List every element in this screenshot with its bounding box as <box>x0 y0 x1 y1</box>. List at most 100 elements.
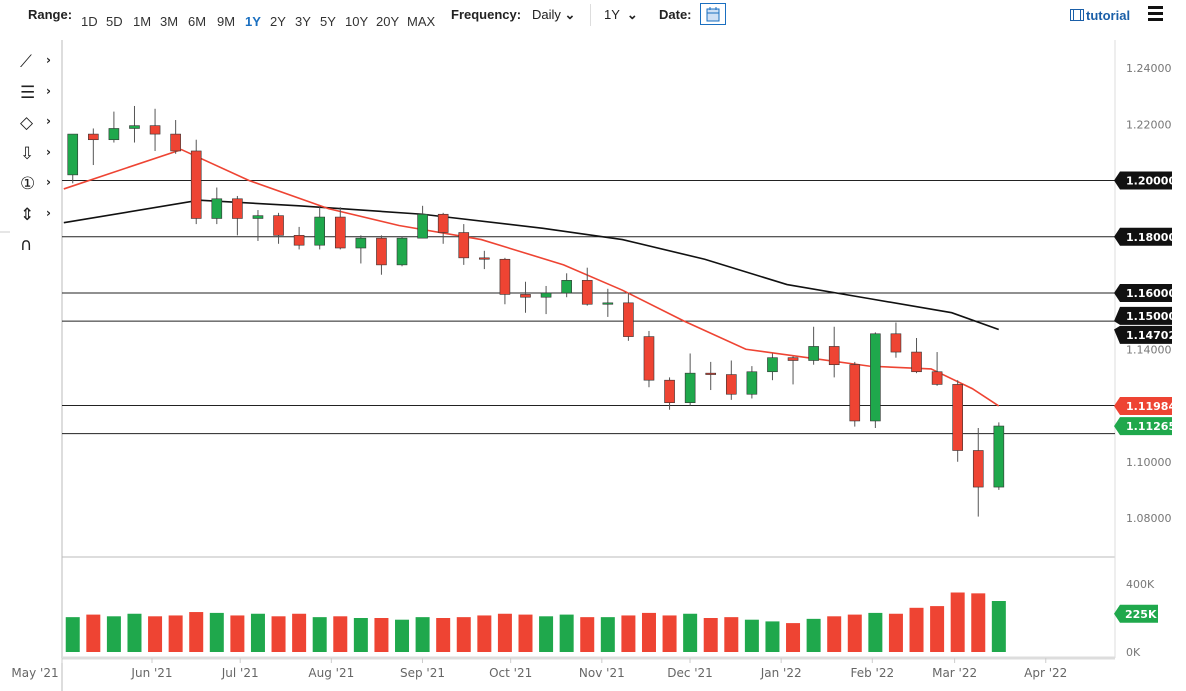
numbered-annotation-tool[interactable]: ① › <box>20 174 56 196</box>
volume-bar <box>703 618 718 652</box>
volume-bar <box>292 613 307 652</box>
y-tick-label: 1.10000 <box>1126 456 1172 469</box>
volume-bar <box>250 613 265 652</box>
y-tick-label: 1.24000 <box>1126 62 1172 75</box>
period-dropdown[interactable]: 1Y ⌄ <box>604 7 638 23</box>
measure-icon: ⇕ <box>20 204 35 225</box>
volume-bar <box>456 617 471 652</box>
range-1d[interactable]: 1D <box>81 14 98 29</box>
x-tick-label: Mar '22 <box>932 666 977 680</box>
chevron-down-icon: ⌄ <box>626 7 638 22</box>
candle-body <box>664 379 675 403</box>
frequency-dropdown[interactable]: Daily ⌄ <box>532 7 575 23</box>
price-label: 1.11984 <box>1126 400 1176 413</box>
candle-body <box>561 280 572 294</box>
volume-bar <box>271 616 286 652</box>
candle-body <box>211 198 223 219</box>
candle-body <box>190 150 202 219</box>
x-tick-label: Oct '21 <box>489 666 532 680</box>
candle-body <box>993 425 1005 488</box>
measure-tool[interactable]: ⇕ › <box>20 205 56 227</box>
candle-body <box>355 237 367 249</box>
price-label-box <box>1114 325 1172 344</box>
x-tick-label: Jun '21 <box>130 666 172 680</box>
price-label-box <box>1114 171 1172 190</box>
range-3y[interactable]: 3Y <box>295 14 311 29</box>
range-6m[interactable]: 6M <box>188 14 207 29</box>
price-label: 1.15000 <box>1126 310 1176 323</box>
volume-bar <box>765 621 780 652</box>
candle-body <box>437 213 449 233</box>
volume-bar <box>621 615 636 652</box>
y-tick-label: 1.22000 <box>1126 118 1172 131</box>
chevron-down-icon: ⌄ <box>564 7 576 22</box>
candle-body <box>520 294 531 298</box>
arrow-down-tool[interactable]: ⇩ › <box>20 144 56 166</box>
range-3m[interactable]: 3M <box>160 14 179 29</box>
y-tick-label: 1.14000 <box>1126 343 1172 356</box>
trendline-tool[interactable]: ⟋ › <box>20 52 56 74</box>
menu-button[interactable] <box>1148 6 1163 24</box>
candle-body <box>376 237 387 266</box>
volume-bar <box>395 619 410 652</box>
candle-body <box>890 333 902 353</box>
range-1m[interactable]: 1M <box>133 14 152 29</box>
candle-body <box>643 336 655 381</box>
chevron-right-icon: › <box>46 205 51 220</box>
price-label: 1.20000 <box>1126 175 1176 188</box>
fibonacci-tool[interactable]: ☰ › <box>20 83 56 105</box>
frequency-value: Daily <box>532 7 561 22</box>
candle-body <box>417 213 428 239</box>
x-tick-label: Sep '21 <box>400 666 445 680</box>
moving-average-short-line <box>63 148 1000 407</box>
volume-bar <box>539 616 554 652</box>
magnet-tool[interactable]: ∩ <box>20 235 56 257</box>
volume-bar <box>930 606 945 652</box>
candle-body <box>870 333 881 422</box>
x-tick-label: Nov '21 <box>579 666 625 680</box>
range-2y[interactable]: 2Y <box>270 14 286 29</box>
candle-body <box>252 215 264 219</box>
tutorial-label: tutorial <box>1086 8 1131 23</box>
range-20y[interactable]: 20Y <box>376 14 400 29</box>
shapes-tool[interactable]: ◇ › <box>20 113 56 135</box>
volume-bar <box>662 615 677 652</box>
candle-body <box>725 374 737 395</box>
candle-body <box>849 364 861 422</box>
range-5d[interactable]: 5D <box>106 14 123 29</box>
volume-bar <box>888 613 903 652</box>
price-label: 1.14702 <box>1126 329 1176 342</box>
range-10y[interactable]: 10Y <box>345 14 369 29</box>
volume-bar <box>168 615 183 652</box>
candle-body <box>787 357 799 361</box>
volume-bar <box>312 617 327 652</box>
candle-body <box>684 372 696 403</box>
candle-body <box>602 302 614 305</box>
volume-bar <box>209 612 224 652</box>
candle-body <box>828 346 840 366</box>
calendar-button[interactable] <box>700 3 726 25</box>
candle-body <box>972 450 984 488</box>
range-5y[interactable]: 5Y <box>320 14 336 29</box>
trendline-icon: ⟋ <box>20 52 32 72</box>
candle-body <box>911 351 922 373</box>
volume-bar <box>415 617 430 652</box>
volume-bar <box>950 592 965 652</box>
range-max[interactable]: MAX <box>407 14 436 29</box>
range-1y[interactable]: 1Y <box>245 14 261 29</box>
volume-bar <box>127 613 142 652</box>
volume-bar <box>827 616 842 652</box>
candle-body <box>581 280 593 305</box>
tutorial-link[interactable]: tutorial <box>1070 8 1130 23</box>
candle-body <box>129 125 140 129</box>
x-tick-label: Dec '21 <box>667 666 713 680</box>
plot-area <box>62 40 1115 658</box>
divider <box>590 4 591 26</box>
volume-bar <box>806 618 821 652</box>
range-9m[interactable]: 9M <box>217 14 236 29</box>
date-label: Date: <box>659 7 692 22</box>
candle-body <box>314 216 326 246</box>
price-label: 1.18000 <box>1126 231 1176 244</box>
toolbar: Range: 1D 5D 1M 3M 6M 9M 1Y 2Y 3Y 5Y 10Y 20Y MAX Fre… <box>0 0 1186 32</box>
